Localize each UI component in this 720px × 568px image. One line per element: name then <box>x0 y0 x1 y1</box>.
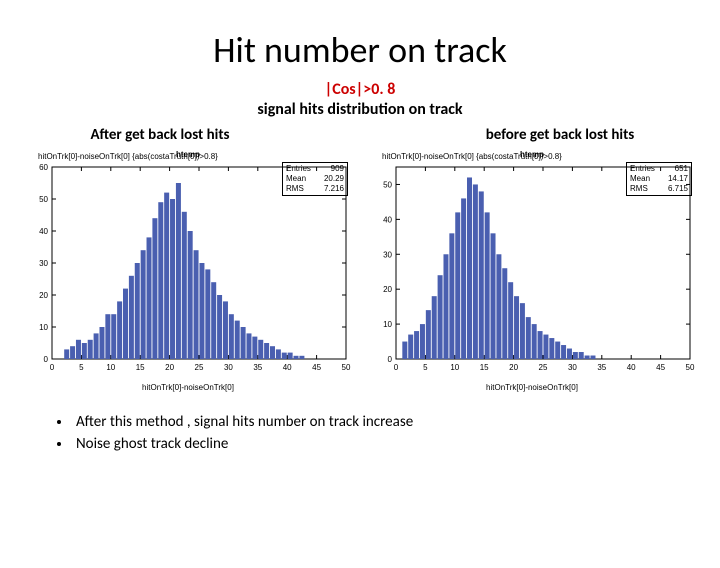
svg-text:20: 20 <box>509 363 518 372</box>
subtitle: |Cos|>0. 8 signal hits distribution on t… <box>0 80 720 120</box>
svg-text:10: 10 <box>106 363 115 372</box>
svg-text:0: 0 <box>388 355 393 364</box>
svg-text:45: 45 <box>656 363 665 372</box>
conclusions-list: After this method , signal hits number o… <box>0 412 720 456</box>
svg-text:30: 30 <box>568 363 577 372</box>
svg-text:40: 40 <box>283 363 292 372</box>
svg-text:20: 20 <box>383 285 392 294</box>
right-chart-xlabel: hitOnTrk[0]-noiseOnTrk[0] <box>368 383 696 392</box>
charts-container: htemp hitOnTrk[0]-noiseOnTrk[0] {abs(cos… <box>0 144 720 392</box>
svg-text:30: 30 <box>383 250 392 259</box>
svg-text:25: 25 <box>539 363 548 372</box>
svg-text:40: 40 <box>383 215 392 224</box>
svg-text:50: 50 <box>686 363 695 372</box>
svg-text:50: 50 <box>342 363 351 372</box>
subtitle-cut: |Cos|>0. 8 <box>325 80 396 99</box>
left-chart-label: After get back lost hits <box>0 126 360 144</box>
svg-text:0: 0 <box>394 363 399 372</box>
left-chart-xlabel: hitOnTrk[0]-noiseOnTrk[0] <box>24 383 352 392</box>
svg-text:10: 10 <box>383 320 392 329</box>
svg-text:60: 60 <box>39 163 48 172</box>
svg-text:40: 40 <box>39 227 48 236</box>
svg-text:30: 30 <box>224 363 233 372</box>
svg-text:35: 35 <box>253 363 262 372</box>
svg-text:20: 20 <box>39 291 48 300</box>
bullet-item: Noise ghost track decline <box>72 434 720 456</box>
svg-text:0: 0 <box>50 363 55 372</box>
left-chart: htemp hitOnTrk[0]-noiseOnTrk[0] {abs(cos… <box>24 150 352 392</box>
right-chart-label: before get back lost hits <box>360 126 720 144</box>
svg-text:35: 35 <box>597 363 606 372</box>
svg-text:10: 10 <box>450 363 459 372</box>
chart-labels-row: After get back lost hits before get back… <box>0 126 720 144</box>
svg-text:30: 30 <box>39 259 48 268</box>
svg-text:50: 50 <box>39 195 48 204</box>
right-chart-cut-text: hitOnTrk[0]-noiseOnTrk[0] {abs(costaTrut… <box>382 152 562 161</box>
svg-text:0: 0 <box>44 355 49 364</box>
svg-text:20: 20 <box>165 363 174 372</box>
svg-text:50: 50 <box>383 180 392 189</box>
svg-text:45: 45 <box>312 363 321 372</box>
page-title: Hit number on track <box>0 28 720 72</box>
bullet-item: After this method , signal hits number o… <box>72 412 720 434</box>
subtitle-desc: signal hits distribution on track <box>257 100 462 119</box>
svg-text:15: 15 <box>136 363 145 372</box>
left-chart-cut-text: hitOnTrk[0]-noiseOnTrk[0] {abs(costaTrut… <box>38 152 218 161</box>
svg-text:10: 10 <box>39 323 48 332</box>
left-chart-plot: 0 5 10 15 20 25 30 35 40 45 50 0 10 20 30 40 50 60 <box>24 161 352 381</box>
svg-text:5: 5 <box>79 363 84 372</box>
right-chart: htemp hitOnTrk[0]-noiseOnTrk[0] {abs(cos… <box>368 150 696 392</box>
right-chart-plot: 0 5 10 15 20 25 30 35 40 45 50 0 10 20 30 40 50 <box>368 161 696 381</box>
svg-text:25: 25 <box>195 363 204 372</box>
svg-text:40: 40 <box>627 363 636 372</box>
svg-text:5: 5 <box>423 363 428 372</box>
svg-text:15: 15 <box>480 363 489 372</box>
